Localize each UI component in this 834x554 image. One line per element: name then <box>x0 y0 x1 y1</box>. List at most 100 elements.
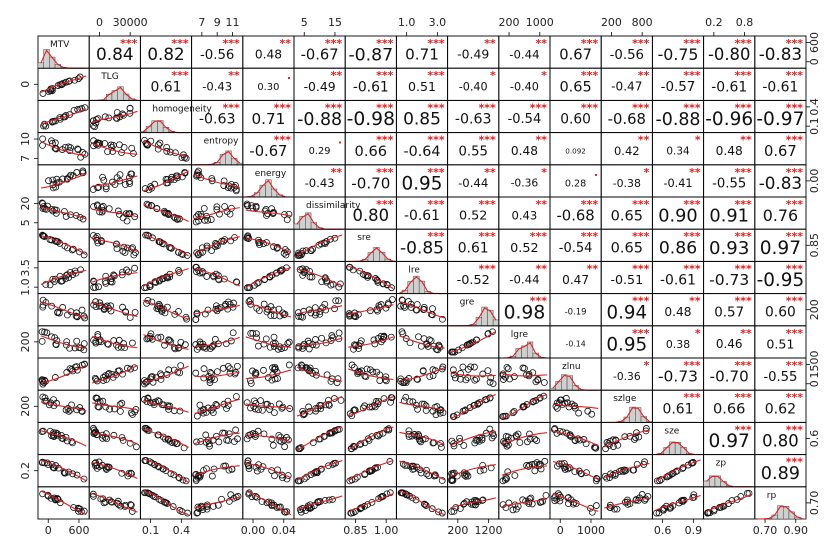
matrix-cell-10-6 <box>344 357 397 391</box>
matrix-cell-0-11: -0.56*** <box>600 35 653 69</box>
scatter-point <box>205 440 213 448</box>
correlation-value: 0.61 <box>663 401 694 417</box>
correlation-value: 0.52 <box>459 209 488 224</box>
scatter-point <box>260 240 267 248</box>
matrix-cell-3-5: 0.29. <box>293 132 346 166</box>
scatter-point <box>398 328 406 336</box>
scatter-point <box>264 374 272 381</box>
scatter-point <box>431 367 439 375</box>
matrix-cell-3-14: 0.67*** <box>754 132 807 166</box>
scatter-point <box>383 426 391 434</box>
matrix-cell-10-1 <box>88 357 141 391</box>
scatter-point <box>270 312 278 319</box>
significance-stars: *** <box>427 101 445 114</box>
right-tick-label: 0 <box>808 58 821 65</box>
correlation-value: -0.97 <box>756 109 804 130</box>
matrix-cell-6-10: -0.54*** <box>549 228 602 262</box>
histogram-bar <box>555 381 562 391</box>
scatter-point <box>175 307 182 315</box>
matrix-cell-4-13: -0.55*** <box>703 164 756 198</box>
scatter-point <box>128 144 136 152</box>
matrix-cell-13-13: zp <box>703 454 756 488</box>
fit-line <box>194 465 240 476</box>
scatter-point <box>76 404 84 411</box>
scatter-point <box>102 185 110 193</box>
scatter-point <box>132 249 139 256</box>
significance-stars: *** <box>683 69 701 82</box>
scatter-point <box>456 434 463 442</box>
scatter-point <box>620 466 628 474</box>
fit-line <box>92 142 138 155</box>
correlation-value: -0.63 <box>199 112 236 128</box>
fit-line <box>450 464 496 478</box>
scatter-point <box>285 338 293 346</box>
scatter-point <box>79 169 87 177</box>
scatter-point <box>110 431 118 439</box>
scatter-point <box>90 278 98 286</box>
fit-line <box>245 237 292 254</box>
scatter-point <box>170 344 178 352</box>
scatter-point <box>208 247 216 255</box>
matrix-cell-13-3 <box>191 454 244 488</box>
matrix-cell-1-5: -0.49** <box>293 67 346 101</box>
scatter-point <box>422 407 430 414</box>
variable-label: zp <box>716 459 727 469</box>
scatter-point <box>232 187 240 195</box>
matrix-cell-10-2 <box>139 357 193 391</box>
scatter-point <box>243 399 251 407</box>
scatter-point <box>149 234 156 242</box>
scatter-point <box>105 205 113 213</box>
fit-line <box>143 428 189 448</box>
scatter-point <box>476 399 484 406</box>
matrix-cell-11-7 <box>395 389 449 423</box>
scatter-point <box>163 143 171 151</box>
scatter-point <box>267 312 275 319</box>
correlation-value: 0.092 <box>565 146 586 155</box>
scatter-point <box>421 501 429 508</box>
scatter-point <box>413 375 421 383</box>
top-tick-label: 7 <box>198 16 205 29</box>
scatter-point <box>422 402 430 410</box>
scatter-point <box>459 363 467 371</box>
scatter-point <box>514 430 522 438</box>
significance-stars: *** <box>786 359 804 372</box>
scatter-point <box>450 469 458 477</box>
scatter-point <box>148 184 155 192</box>
scatter-point <box>312 371 320 379</box>
significance-stars: *** <box>581 69 599 82</box>
matrix-cell-4-6: -0.70*** <box>344 164 397 198</box>
scatter-point <box>232 393 240 400</box>
scatter-point <box>73 313 81 321</box>
scatter-point <box>206 369 214 376</box>
scatter-point <box>601 473 609 480</box>
left-tick-label: 1.0 <box>19 278 32 296</box>
fit-line <box>348 396 394 417</box>
matrix-cell-12-14: 0.80*** <box>754 421 807 456</box>
scatter-point <box>484 367 492 375</box>
fit-line <box>348 336 394 348</box>
scatter-point <box>177 362 185 370</box>
left-tick-label: 200 <box>19 396 32 417</box>
scatter-point <box>316 308 324 315</box>
fit-line <box>245 266 292 288</box>
fit-line <box>92 175 138 187</box>
matrix-cell-9-9: lgre <box>498 325 551 359</box>
matrix-cell-3-13: 0.48** <box>703 132 756 166</box>
fit-line <box>40 173 87 189</box>
matrix-cell-3-3: entropy <box>191 132 244 166</box>
matrix-cell-7-14: -0.95*** <box>754 260 807 295</box>
significance-stars: *** <box>735 359 753 372</box>
scatter-point <box>220 237 227 245</box>
scatter-point <box>132 443 140 451</box>
matrix-cell-14-9 <box>498 486 551 520</box>
scatter-point <box>526 430 533 438</box>
scatter-point <box>526 435 534 443</box>
significance-stars: ** <box>535 37 547 50</box>
correlation-value: -0.85 <box>400 238 444 258</box>
matrix-cell-5-0 <box>37 196 90 230</box>
significance-stars: * <box>695 327 701 340</box>
significance-stars: ** <box>689 295 701 308</box>
scatter-point <box>234 435 241 443</box>
matrix-cell-4-14: -0.83*** <box>754 164 807 198</box>
variable-label: lre <box>408 265 420 275</box>
